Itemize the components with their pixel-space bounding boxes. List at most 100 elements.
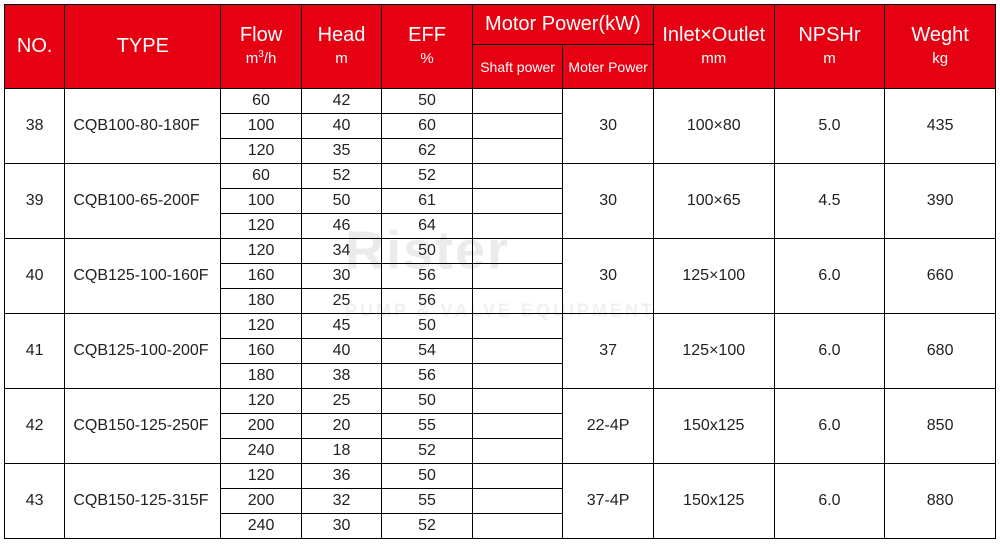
col-head-header: Head m <box>301 5 381 89</box>
cell-shaft <box>472 489 563 514</box>
cell-flow: 160 <box>221 264 301 289</box>
cell-weight: 850 <box>885 389 996 464</box>
cell-npshr: 6.0 <box>774 239 885 314</box>
col-head-label: Head <box>302 23 381 47</box>
cell-head: 50 <box>301 189 381 214</box>
cell-head: 46 <box>301 214 381 239</box>
cell-head: 38 <box>301 364 381 389</box>
cell-flow: 180 <box>221 364 301 389</box>
cell-head: 42 <box>301 89 381 114</box>
pump-spec-table: NO. TYPE Flow m3/h Head m EFF % Motor Po… <box>4 4 996 539</box>
cell-shaft <box>472 464 563 489</box>
col-weight-label: Weght <box>885 23 995 47</box>
col-npshr-unit: m <box>775 47 885 71</box>
cell-shaft <box>472 264 563 289</box>
table-row: 39CQB100-65-200F60525230100×654.5390 <box>5 164 996 189</box>
cell-type: CQB125-100-160F <box>65 239 221 314</box>
cell-head: 18 <box>301 439 381 464</box>
cell-eff: 61 <box>382 189 473 214</box>
cell-head: 32 <box>301 489 381 514</box>
cell-eff: 62 <box>382 139 473 164</box>
cell-no: 40 <box>5 239 65 314</box>
cell-io: 150x125 <box>653 464 774 539</box>
cell-shaft <box>472 339 563 364</box>
col-io-unit: mm <box>654 47 774 71</box>
col-shaft-power-header: Shaft power <box>472 45 563 89</box>
cell-weight: 880 <box>885 464 996 539</box>
cell-type: CQB100-65-200F <box>65 164 221 239</box>
cell-weight: 660 <box>885 239 996 314</box>
col-inlet-outlet-header: Inlet×Outlet mm <box>653 5 774 89</box>
cell-shaft <box>472 89 563 114</box>
cell-weight: 680 <box>885 314 996 389</box>
cell-flow: 100 <box>221 189 301 214</box>
col-flow-header: Flow m3/h <box>221 5 301 89</box>
col-weight-header: Weght kg <box>885 5 996 89</box>
cell-eff: 50 <box>382 239 473 264</box>
cell-flow: 120 <box>221 314 301 339</box>
col-weight-unit: kg <box>885 47 995 71</box>
table-body: 38CQB100-80-180F60425030100×805.04351004… <box>5 89 996 539</box>
cell-head: 40 <box>301 339 381 364</box>
cell-shaft <box>472 164 563 189</box>
cell-eff: 56 <box>382 289 473 314</box>
col-type-header: TYPE <box>65 5 221 89</box>
col-motor-power-header: Motor Power(kW) <box>472 5 653 45</box>
cell-head: 25 <box>301 389 381 414</box>
cell-motor: 37-4P <box>563 464 654 539</box>
cell-head: 52 <box>301 164 381 189</box>
cell-shaft <box>472 139 563 164</box>
cell-shaft <box>472 364 563 389</box>
table-row: 40CQB125-100-160F120345030125×1006.0660 <box>5 239 996 264</box>
cell-eff: 52 <box>382 164 473 189</box>
cell-flow: 120 <box>221 139 301 164</box>
col-flow-unit: m3/h <box>221 47 300 71</box>
cell-npshr: 6.0 <box>774 464 885 539</box>
cell-head: 35 <box>301 139 381 164</box>
cell-flow: 60 <box>221 164 301 189</box>
cell-io: 125×100 <box>653 239 774 314</box>
cell-shaft <box>472 414 563 439</box>
cell-no: 41 <box>5 314 65 389</box>
cell-eff: 55 <box>382 414 473 439</box>
cell-flow: 100 <box>221 114 301 139</box>
cell-flow: 240 <box>221 514 301 539</box>
cell-type: CQB150-125-315F <box>65 464 221 539</box>
col-io-label: Inlet×Outlet <box>654 23 774 47</box>
cell-shaft <box>472 289 563 314</box>
cell-head: 25 <box>301 289 381 314</box>
cell-shaft <box>472 514 563 539</box>
cell-flow: 120 <box>221 389 301 414</box>
table-header: NO. TYPE Flow m3/h Head m EFF % Motor Po… <box>5 5 996 89</box>
cell-shaft <box>472 114 563 139</box>
col-flow-label: Flow <box>221 23 300 47</box>
cell-head: 34 <box>301 239 381 264</box>
cell-flow: 180 <box>221 289 301 314</box>
col-eff-label: EFF <box>382 23 472 47</box>
cell-npshr: 6.0 <box>774 389 885 464</box>
cell-shaft <box>472 189 563 214</box>
table-row: 42CQB150-125-250F120255022-4P150x1256.08… <box>5 389 996 414</box>
cell-head: 20 <box>301 414 381 439</box>
table-row: 38CQB100-80-180F60425030100×805.0435 <box>5 89 996 114</box>
cell-eff: 50 <box>382 314 473 339</box>
cell-head: 40 <box>301 114 381 139</box>
col-npshr-label: NPSHr <box>775 23 885 47</box>
cell-eff: 56 <box>382 364 473 389</box>
cell-npshr: 5.0 <box>774 89 885 164</box>
cell-shaft <box>472 314 563 339</box>
cell-shaft <box>472 439 563 464</box>
cell-flow: 60 <box>221 89 301 114</box>
cell-io: 125×100 <box>653 314 774 389</box>
cell-no: 42 <box>5 389 65 464</box>
cell-eff: 50 <box>382 464 473 489</box>
cell-eff: 52 <box>382 439 473 464</box>
cell-eff: 54 <box>382 339 473 364</box>
cell-flow: 120 <box>221 239 301 264</box>
col-head-unit: m <box>302 47 381 71</box>
cell-motor: 30 <box>563 164 654 239</box>
cell-motor: 30 <box>563 239 654 314</box>
col-no-header: NO. <box>5 5 65 89</box>
cell-npshr: 6.0 <box>774 314 885 389</box>
cell-eff: 60 <box>382 114 473 139</box>
